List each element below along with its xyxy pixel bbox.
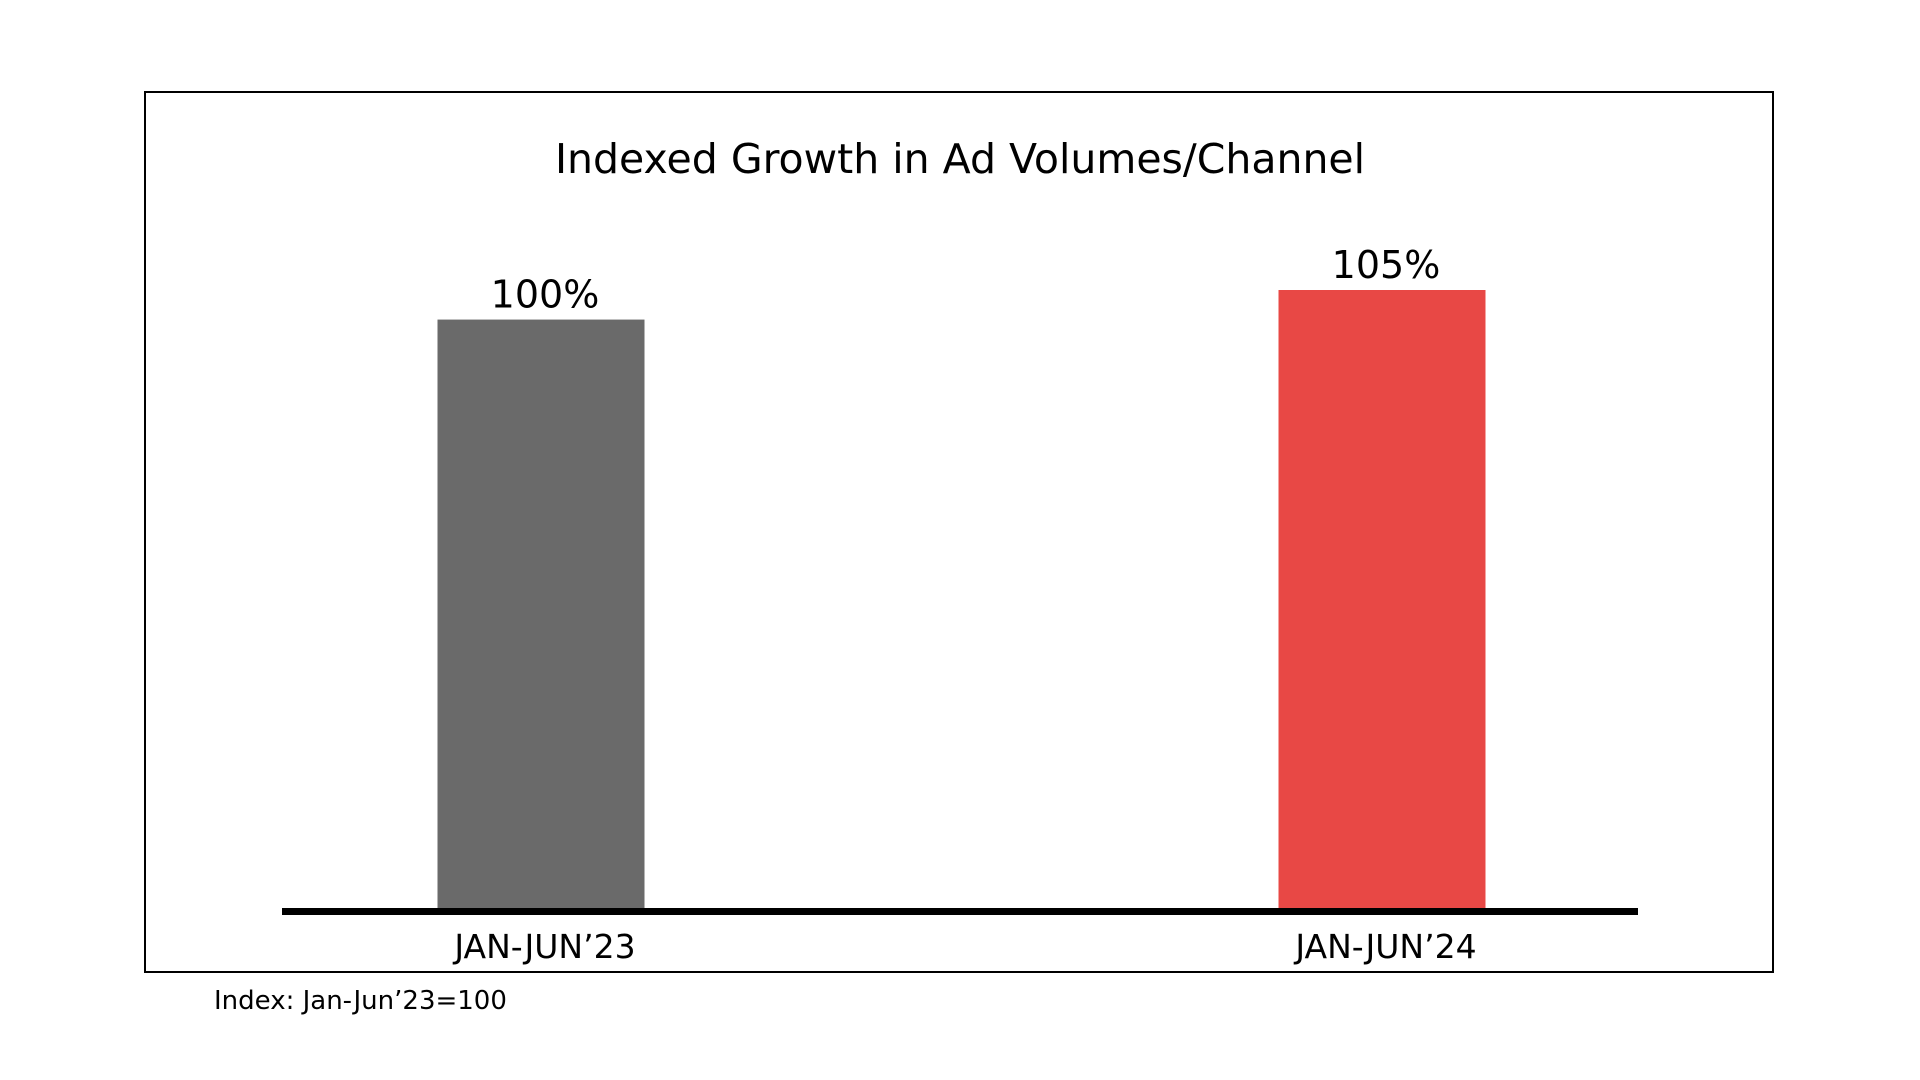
chart-title: Indexed Growth in Ad Volumes/Channel	[554, 135, 1366, 183]
data-label: 100%	[491, 273, 600, 317]
data-label: 105%	[1332, 243, 1441, 287]
footnote: Index: Jan-Jun’23=100	[214, 986, 507, 1016]
bar-2	[1278, 290, 1486, 911]
chart-frame	[144, 91, 1774, 973]
x-tick-label: JAN-JUN’23	[452, 927, 635, 966]
x-tick-label: JAN-JUN’24	[1293, 927, 1476, 966]
x-axis-line	[282, 908, 1638, 915]
bar-1	[437, 319, 645, 912]
